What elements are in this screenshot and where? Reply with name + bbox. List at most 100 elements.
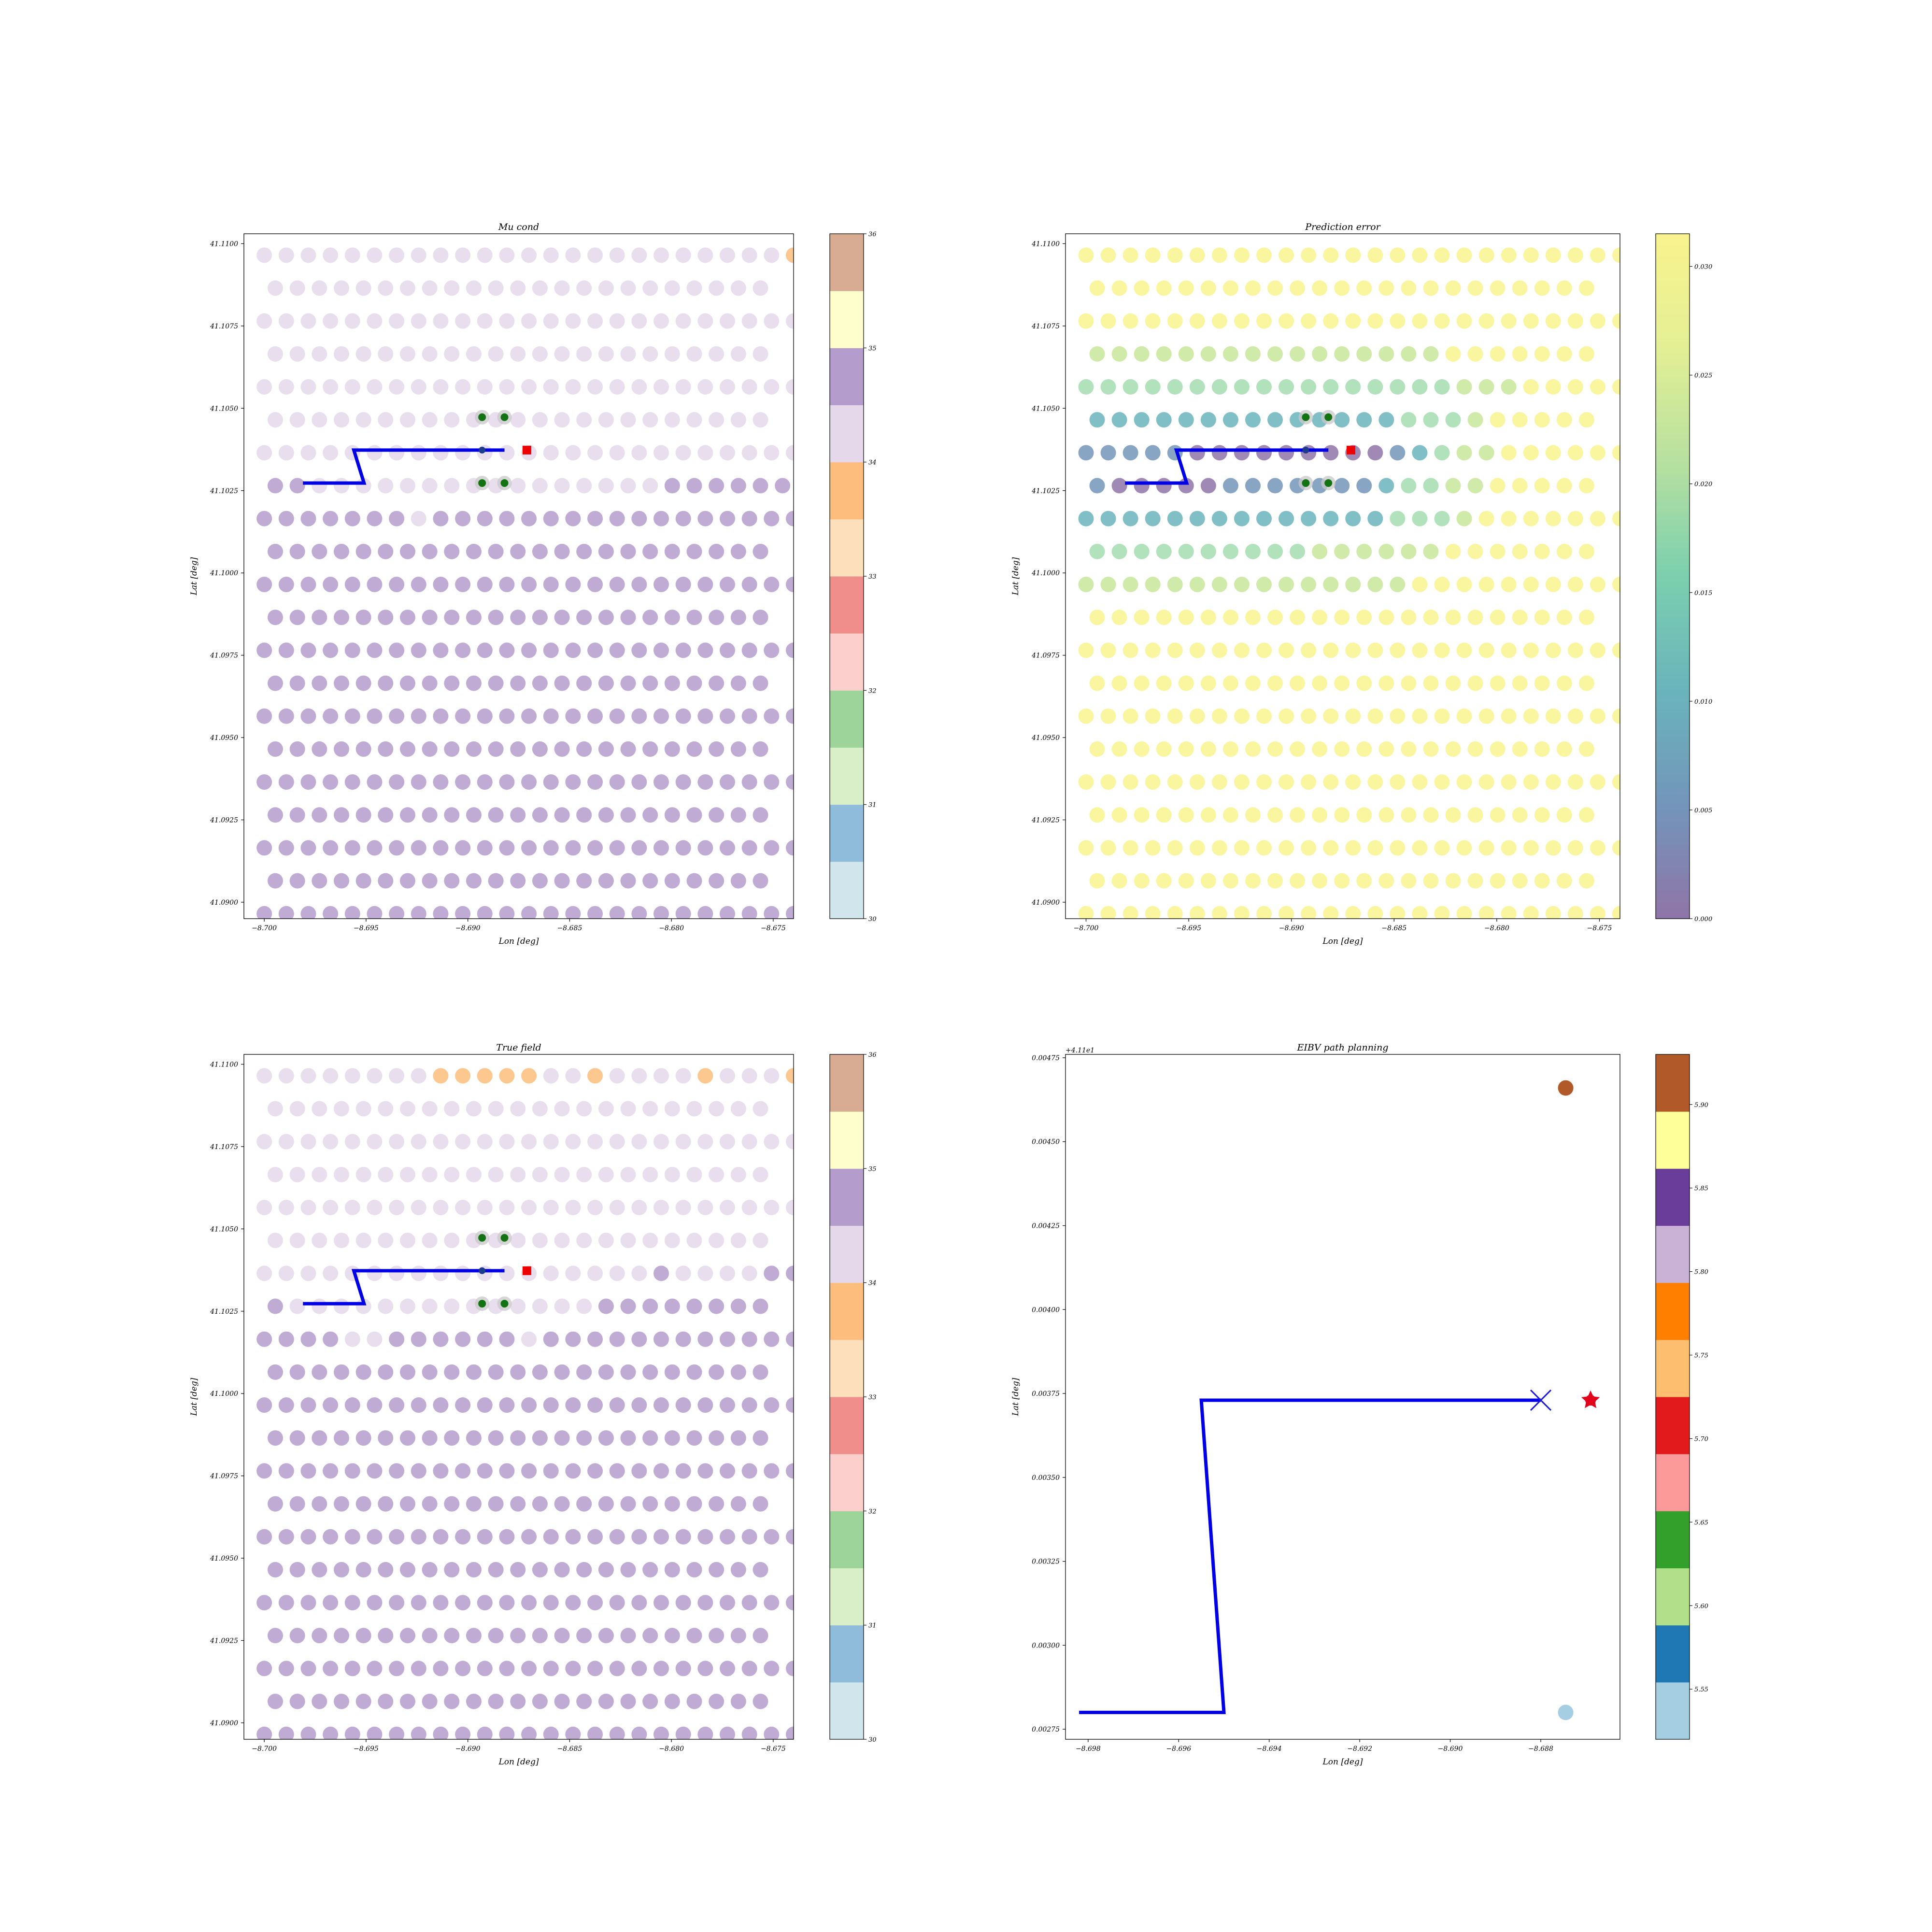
field-point: [1590, 708, 1605, 724]
field-point: [642, 1628, 658, 1644]
field-point: [1356, 412, 1372, 428]
field-point: [785, 1068, 794, 1084]
field-point: [675, 511, 691, 526]
field-point: [300, 1595, 316, 1611]
field-point: [289, 1364, 305, 1380]
field-point: [399, 346, 415, 362]
field-point: [532, 1166, 548, 1182]
field-point: [1267, 412, 1283, 428]
field-point: [764, 1529, 780, 1545]
field-point: [411, 1200, 426, 1216]
field-point: [686, 1166, 702, 1182]
field-point: [753, 1101, 768, 1117]
field-point: [609, 445, 625, 461]
field-point: [1490, 741, 1506, 757]
colorbar-segment: [1656, 610, 1690, 617]
plot-area: [256, 247, 794, 919]
colorbar-tick-label: 31: [868, 802, 877, 809]
field-point: [367, 1529, 383, 1545]
field-point: [477, 379, 493, 395]
field-point: [300, 1726, 316, 1739]
next-waypoint-core: [1585, 1394, 1596, 1406]
field-point: [399, 543, 415, 559]
field-point: [1334, 478, 1350, 494]
field-point: [1478, 906, 1494, 919]
field-point: [1189, 708, 1205, 724]
field-point: [697, 247, 713, 263]
field-point: [411, 1397, 426, 1413]
field-point: [1567, 511, 1583, 526]
field-point: [1290, 675, 1306, 691]
colorbar-segment: [1656, 462, 1690, 469]
y-tick-label: 41.1075: [1031, 323, 1060, 330]
field-point: [653, 1200, 669, 1216]
field-point: [642, 1430, 658, 1446]
field-point: [333, 1298, 349, 1314]
colorbar-tick-label: 0.025: [1694, 372, 1712, 380]
field-point: [1467, 280, 1483, 296]
colorbar-segment: [1656, 468, 1690, 474]
field-point: [576, 1101, 592, 1117]
field-point: [1612, 774, 1620, 790]
field-point: [565, 1595, 581, 1611]
field-point: [598, 1693, 614, 1709]
field-point: [488, 741, 504, 757]
field-point: [1200, 807, 1216, 823]
colorbar-segment: [1656, 730, 1690, 737]
field-point: [532, 1693, 548, 1709]
field-point: [378, 873, 394, 889]
field-point: [587, 1200, 603, 1216]
field-point: [532, 1298, 548, 1314]
field-point: [1512, 543, 1528, 559]
field-point: [1189, 247, 1205, 263]
field-point: [278, 840, 294, 856]
field-point: [675, 1661, 691, 1676]
field-point: [1279, 313, 1294, 329]
field-point: [587, 445, 603, 461]
field-point: [312, 1364, 327, 1380]
x-tick-label: −8.685: [557, 924, 582, 932]
field-point: [444, 478, 460, 494]
field-point: [675, 247, 691, 263]
field-point: [697, 313, 713, 329]
field-point: [741, 1397, 757, 1413]
field-point: [323, 1661, 339, 1676]
field-point: [675, 1200, 691, 1216]
field-point: [422, 1233, 438, 1249]
field-point: [664, 1628, 680, 1644]
vehicle-path: [303, 448, 505, 485]
field-point: [620, 675, 636, 691]
field-point: [1256, 642, 1272, 658]
field-point: [719, 1595, 735, 1611]
field-point: [422, 1298, 438, 1314]
field-point: [565, 642, 581, 658]
field-point: [686, 543, 702, 559]
field-point: [1545, 708, 1561, 724]
field-point: [764, 1200, 780, 1216]
field-point: [333, 1496, 349, 1512]
field-point: [543, 1397, 559, 1413]
field-point: [1078, 708, 1094, 724]
field-point: [344, 511, 360, 526]
colorbar-segment: [1656, 530, 1690, 537]
field-point: [1145, 642, 1161, 658]
field-point: [1390, 774, 1406, 790]
field-point: [411, 840, 426, 856]
field-point: [1334, 280, 1350, 296]
field-point: [411, 1463, 426, 1479]
field-point: [631, 511, 647, 526]
field-point: [1423, 807, 1439, 823]
field-point: [312, 1496, 327, 1512]
field-point: [576, 412, 592, 428]
field-point: [1167, 511, 1183, 526]
field-point: [543, 1463, 559, 1479]
field-point: [532, 1430, 548, 1446]
candidate-point: [500, 413, 509, 421]
field-point: [1590, 379, 1605, 395]
field-point: [1323, 708, 1339, 724]
field-point: [344, 1200, 360, 1216]
field-point: [1256, 445, 1272, 461]
field-point: [521, 1134, 537, 1150]
field-point: [675, 840, 691, 856]
field-point: [609, 1529, 625, 1545]
